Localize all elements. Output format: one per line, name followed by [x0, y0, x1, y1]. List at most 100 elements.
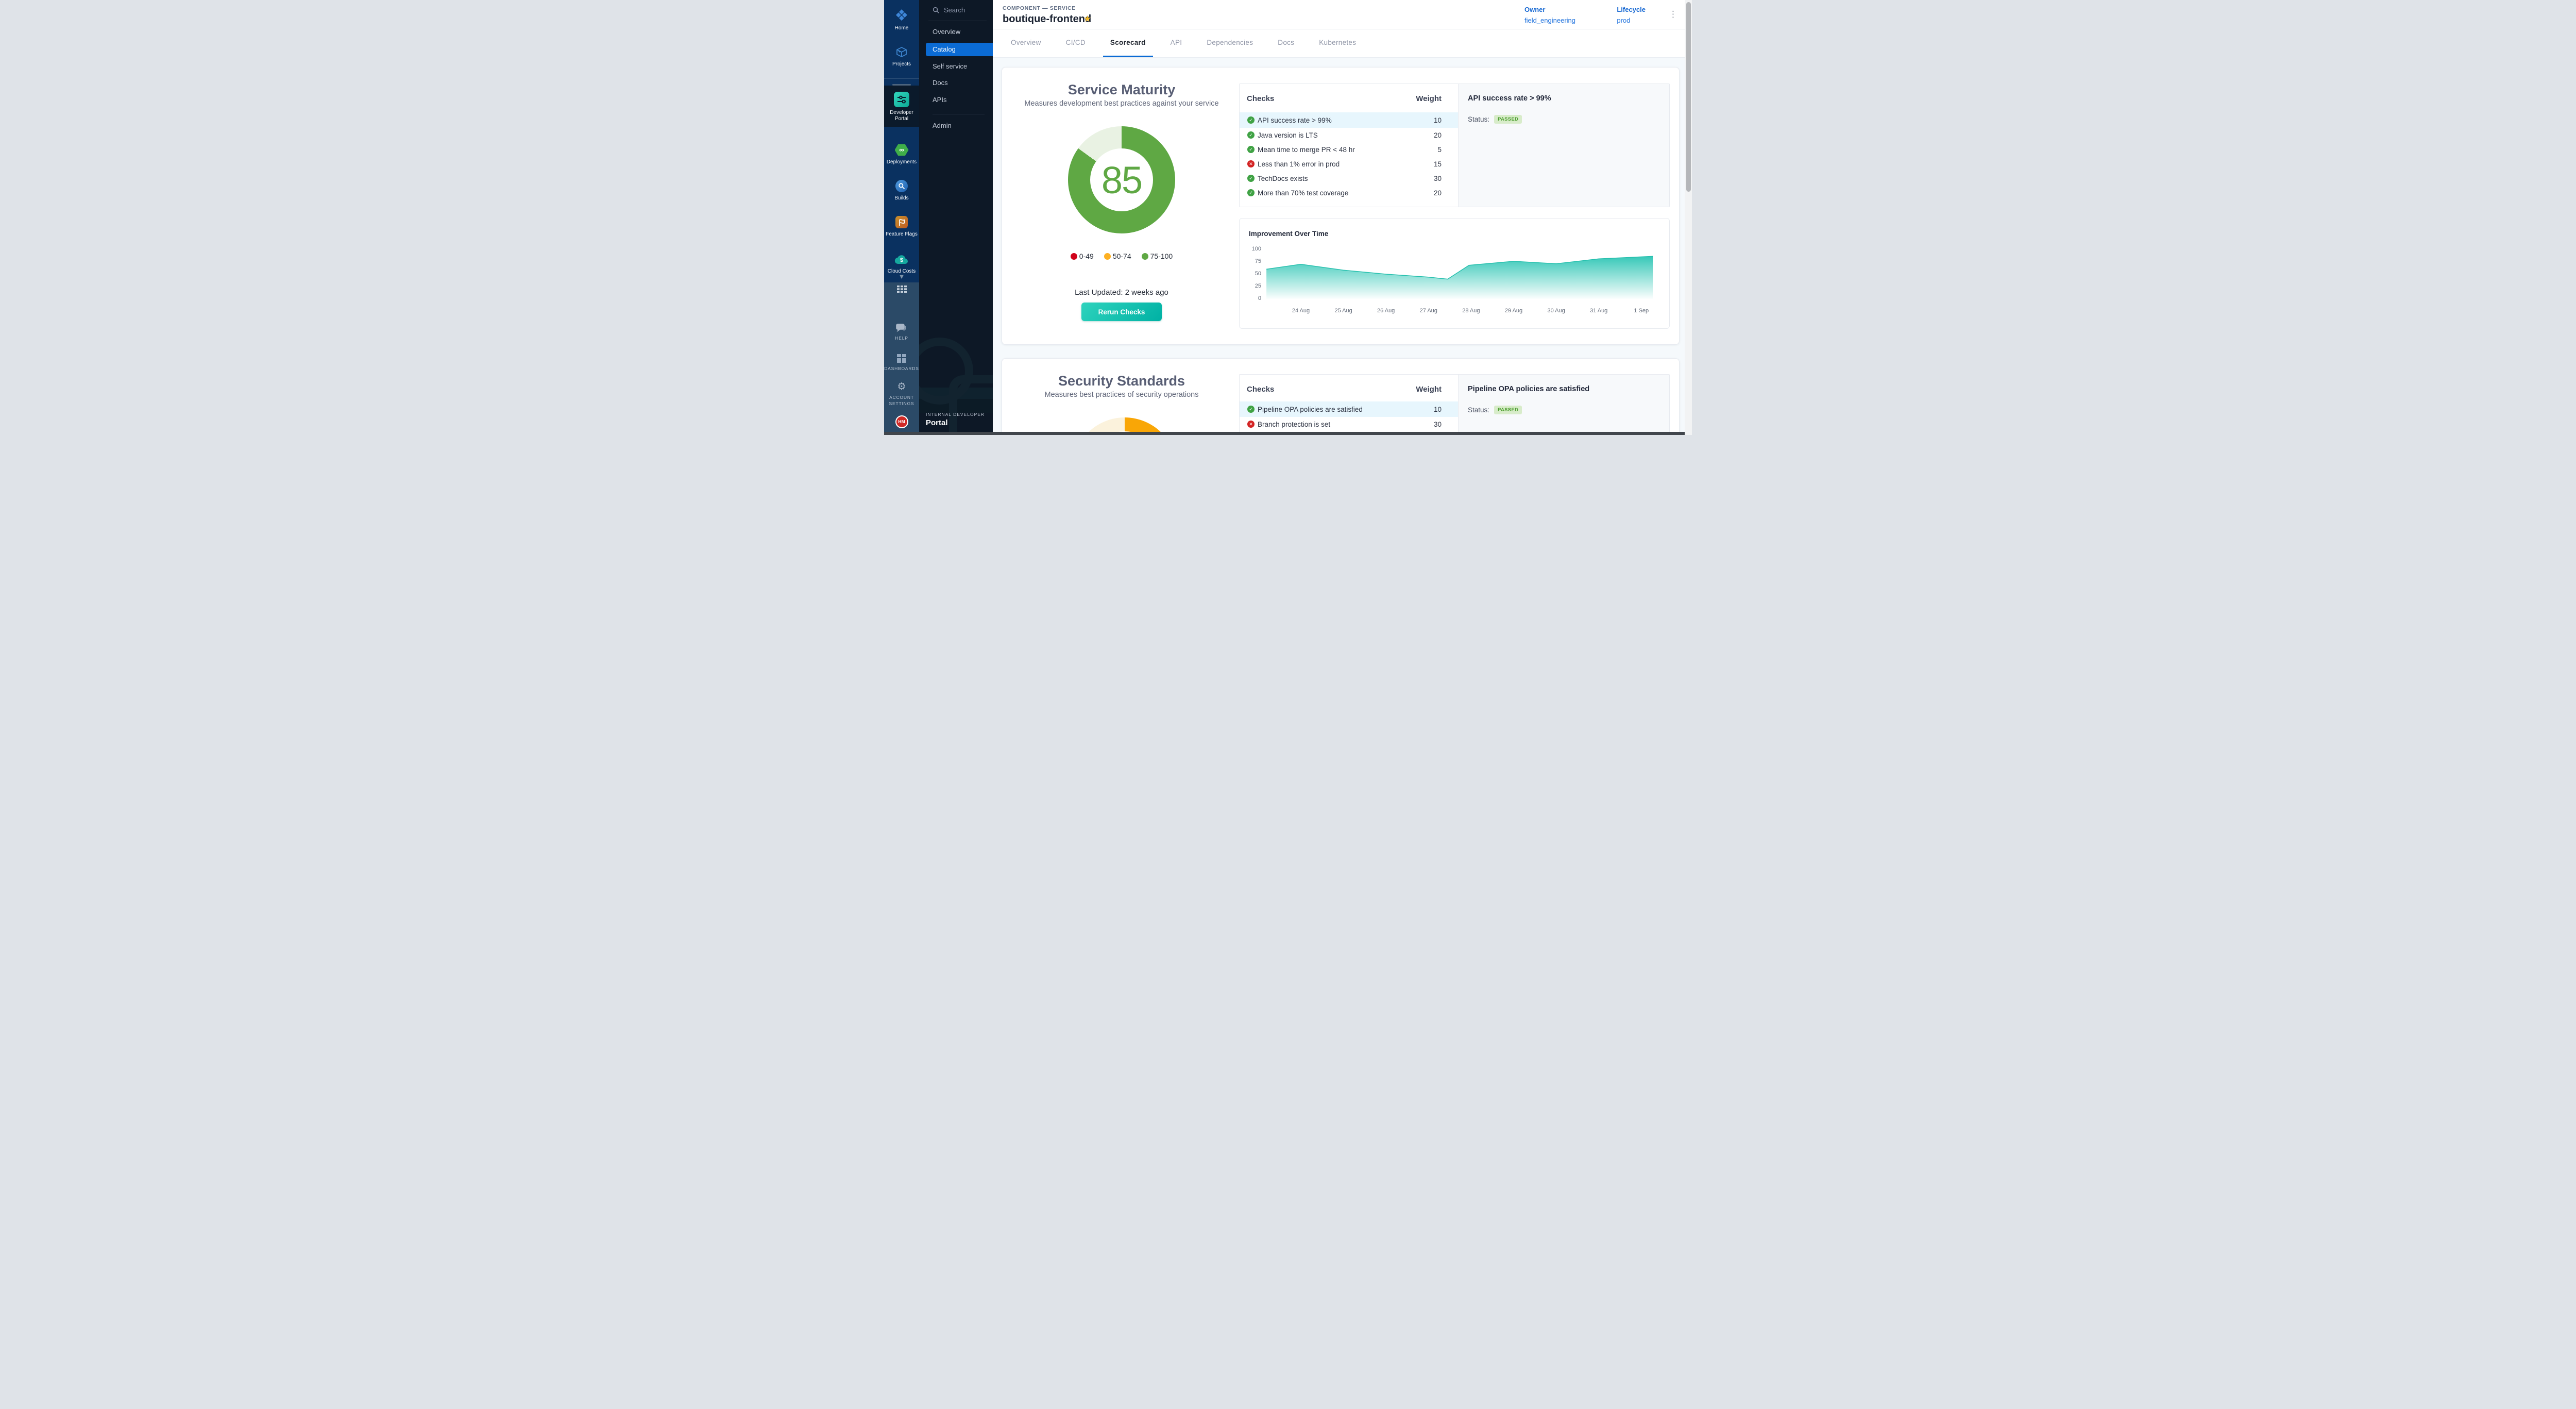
check-weight: 10 [1434, 406, 1442, 413]
check-name: Java version is LTS [1258, 131, 1434, 139]
score-legend: 0-4950-7475-100 [1002, 252, 1241, 260]
status-badge: PASSED [1494, 115, 1522, 124]
sidebar-item-developer-portal[interactable]: Developer Portal [884, 91, 919, 122]
legend-label: 75-100 [1150, 252, 1173, 260]
sidenav-footer-kicker: INTERNAL DEVELOPER [926, 412, 985, 417]
module-grid-button[interactable] [884, 284, 919, 294]
check-row[interactable]: ✓TechDocs exists30 [1240, 171, 1458, 186]
legend-dot-icon [1104, 253, 1111, 260]
user-avatar[interactable]: HM [884, 415, 919, 428]
check-weight: 20 [1434, 189, 1442, 197]
check-name: Branch protection is set [1258, 421, 1434, 428]
check-row[interactable]: ✕Less than 1% error in prod15 [1240, 157, 1458, 171]
check-row[interactable]: ✓Mean time to merge PR < 48 hr5 [1240, 142, 1458, 157]
check-pass-icon: ✓ [1247, 189, 1255, 196]
sidebar-item-label: DASHBOARDS [884, 365, 919, 372]
check-row[interactable]: ✓More than 70% test coverage20 [1240, 186, 1458, 200]
improvement-chart-card: Improvement Over Time 1007550250 24 Aug2… [1239, 218, 1670, 329]
sidebar-item-account-settings[interactable]: ⚙ ACCOUNT SETTINGS [884, 381, 919, 407]
sidenav-item-overview[interactable]: Overview [919, 25, 993, 39]
check-name: TechDocs exists [1258, 175, 1434, 182]
sidenav-item-catalog[interactable]: Catalog [926, 43, 993, 56]
scorecard-subtitle: Measures best practices of security oper… [1002, 391, 1241, 399]
search-input[interactable]: Search [919, 3, 993, 16]
sidebar-item-label: Deployments [884, 159, 919, 165]
sidebar-item-label: Portal [884, 116, 919, 122]
check-pass-icon: ✓ [1247, 116, 1255, 124]
sidenav-decor [949, 375, 993, 435]
projects-box-icon [884, 44, 919, 60]
rail-more-modules[interactable]: ▼ [884, 272, 919, 281]
lifecycle-value[interactable]: prod [1617, 16, 1646, 24]
legend-dot-icon [1142, 253, 1148, 260]
x-axis-tick: 28 Aug [1455, 308, 1486, 314]
maturity-score-value: 85 [1101, 158, 1142, 202]
tab-overview[interactable]: Overview [1004, 29, 1048, 57]
check-weight: 30 [1434, 421, 1442, 428]
check-rows: ✓API success rate > 99%10✓Java version i… [1240, 112, 1458, 200]
sidebar-item-label: Projects [884, 61, 919, 68]
entity-tabbar: Overview CI/CD Scorecard API Dependencie… [993, 29, 1685, 58]
check-name: Pipeline OPA policies are satisfied [1258, 406, 1434, 413]
rail-divider [884, 78, 919, 79]
owner-value[interactable]: field_engineering [1524, 16, 1575, 24]
tab-api[interactable]: API [1163, 29, 1190, 57]
check-fail-icon: ✕ [1247, 421, 1255, 428]
tab-cicd[interactable]: CI/CD [1059, 29, 1093, 57]
improvement-area-chart [1266, 243, 1654, 301]
check-weight: 15 [1434, 160, 1442, 168]
check-name: Mean time to merge PR < 48 hr [1258, 146, 1437, 154]
sidebar-item-help[interactable]: ? HELP [884, 322, 919, 341]
vertical-scrollbar-track[interactable] [1685, 0, 1692, 435]
sidenav-item-apis[interactable]: APIs [919, 93, 993, 107]
lifecycle-label: Lifecycle [1617, 6, 1646, 13]
tab-docs[interactable]: Docs [1270, 29, 1301, 57]
x-axis-tick: 27 Aug [1413, 308, 1444, 314]
weight-column-header: Weight [1416, 385, 1442, 394]
sidebar-item-home[interactable]: ❖ Home [884, 8, 919, 31]
check-pass-icon: ✓ [1247, 131, 1255, 139]
check-row[interactable]: ✕Branch protection is set30 [1240, 417, 1458, 431]
y-axis-tick: 25 [1244, 283, 1261, 289]
checks-column-header: Checks [1247, 94, 1274, 103]
check-row[interactable]: ✓Java version is LTS20 [1240, 128, 1458, 142]
scorecard-title: Service Maturity [1002, 82, 1241, 98]
sidebar-item-cloud-costs[interactable]: $ Cloud Costs [884, 251, 919, 275]
maturity-checks-panel: Checks Weight ✓API success rate > 99%10✓… [1239, 83, 1670, 207]
service-maturity-card: Service Maturity Measures development be… [1002, 67, 1680, 345]
sidebar-item-dashboards[interactable]: DASHBOARDS [884, 353, 919, 372]
favorite-star-icon[interactable]: ★ [1083, 14, 1091, 24]
sidenav-item-admin[interactable]: Admin [919, 119, 993, 132]
sidenav-item-self-service[interactable]: Self service [919, 60, 993, 73]
x-axis-tick: 31 Aug [1583, 308, 1614, 314]
svg-text:?: ? [899, 324, 902, 329]
check-detail-title: Pipeline OPA policies are satisfied [1468, 385, 1589, 393]
tab-dependencies[interactable]: Dependencies [1199, 29, 1260, 57]
x-axis-tick: 29 Aug [1498, 308, 1529, 314]
check-fail-icon: ✕ [1247, 160, 1255, 167]
sidebar-item-deployments[interactable]: ∞ Deployments [884, 142, 919, 165]
vertical-scrollbar-thumb[interactable] [1686, 2, 1691, 192]
feature-flags-icon [895, 216, 908, 228]
maturity-score-donut: 85 [1068, 126, 1175, 233]
main-area: COMPONENT — SERVICE boutique-frontend ★ … [993, 0, 1685, 435]
bottom-scrollbar[interactable] [884, 432, 1685, 435]
kebab-menu-icon[interactable]: ⋮ [1669, 9, 1677, 20]
legend-item: 75-100 [1142, 252, 1173, 260]
check-row[interactable]: ✓Pipeline OPA policies are satisfied10 [1240, 401, 1458, 417]
check-name: API success rate > 99% [1258, 116, 1434, 124]
check-pass-icon: ✓ [1247, 406, 1255, 413]
sidebar-item-builds[interactable]: Builds [884, 178, 919, 202]
status-badge: PASSED [1494, 406, 1522, 414]
rail-collapse-handle[interactable] [892, 84, 911, 86]
check-weight: 5 [1437, 146, 1442, 154]
weight-column-header: Weight [1416, 94, 1442, 103]
check-row[interactable]: ✓API success rate > 99%10 [1240, 112, 1458, 128]
sidenav-item-docs[interactable]: Docs [919, 76, 993, 90]
sidebar-item-feature-flags[interactable]: Feature Flags [884, 214, 919, 238]
tab-scorecard[interactable]: Scorecard [1103, 29, 1153, 57]
sidebar-item-projects[interactable]: Projects [884, 44, 919, 68]
rerun-checks-button[interactable]: Rerun Checks [1081, 303, 1162, 321]
check-rows: ✓Pipeline OPA policies are satisfied10✕B… [1240, 401, 1458, 435]
tab-kubernetes[interactable]: Kubernetes [1312, 29, 1363, 57]
